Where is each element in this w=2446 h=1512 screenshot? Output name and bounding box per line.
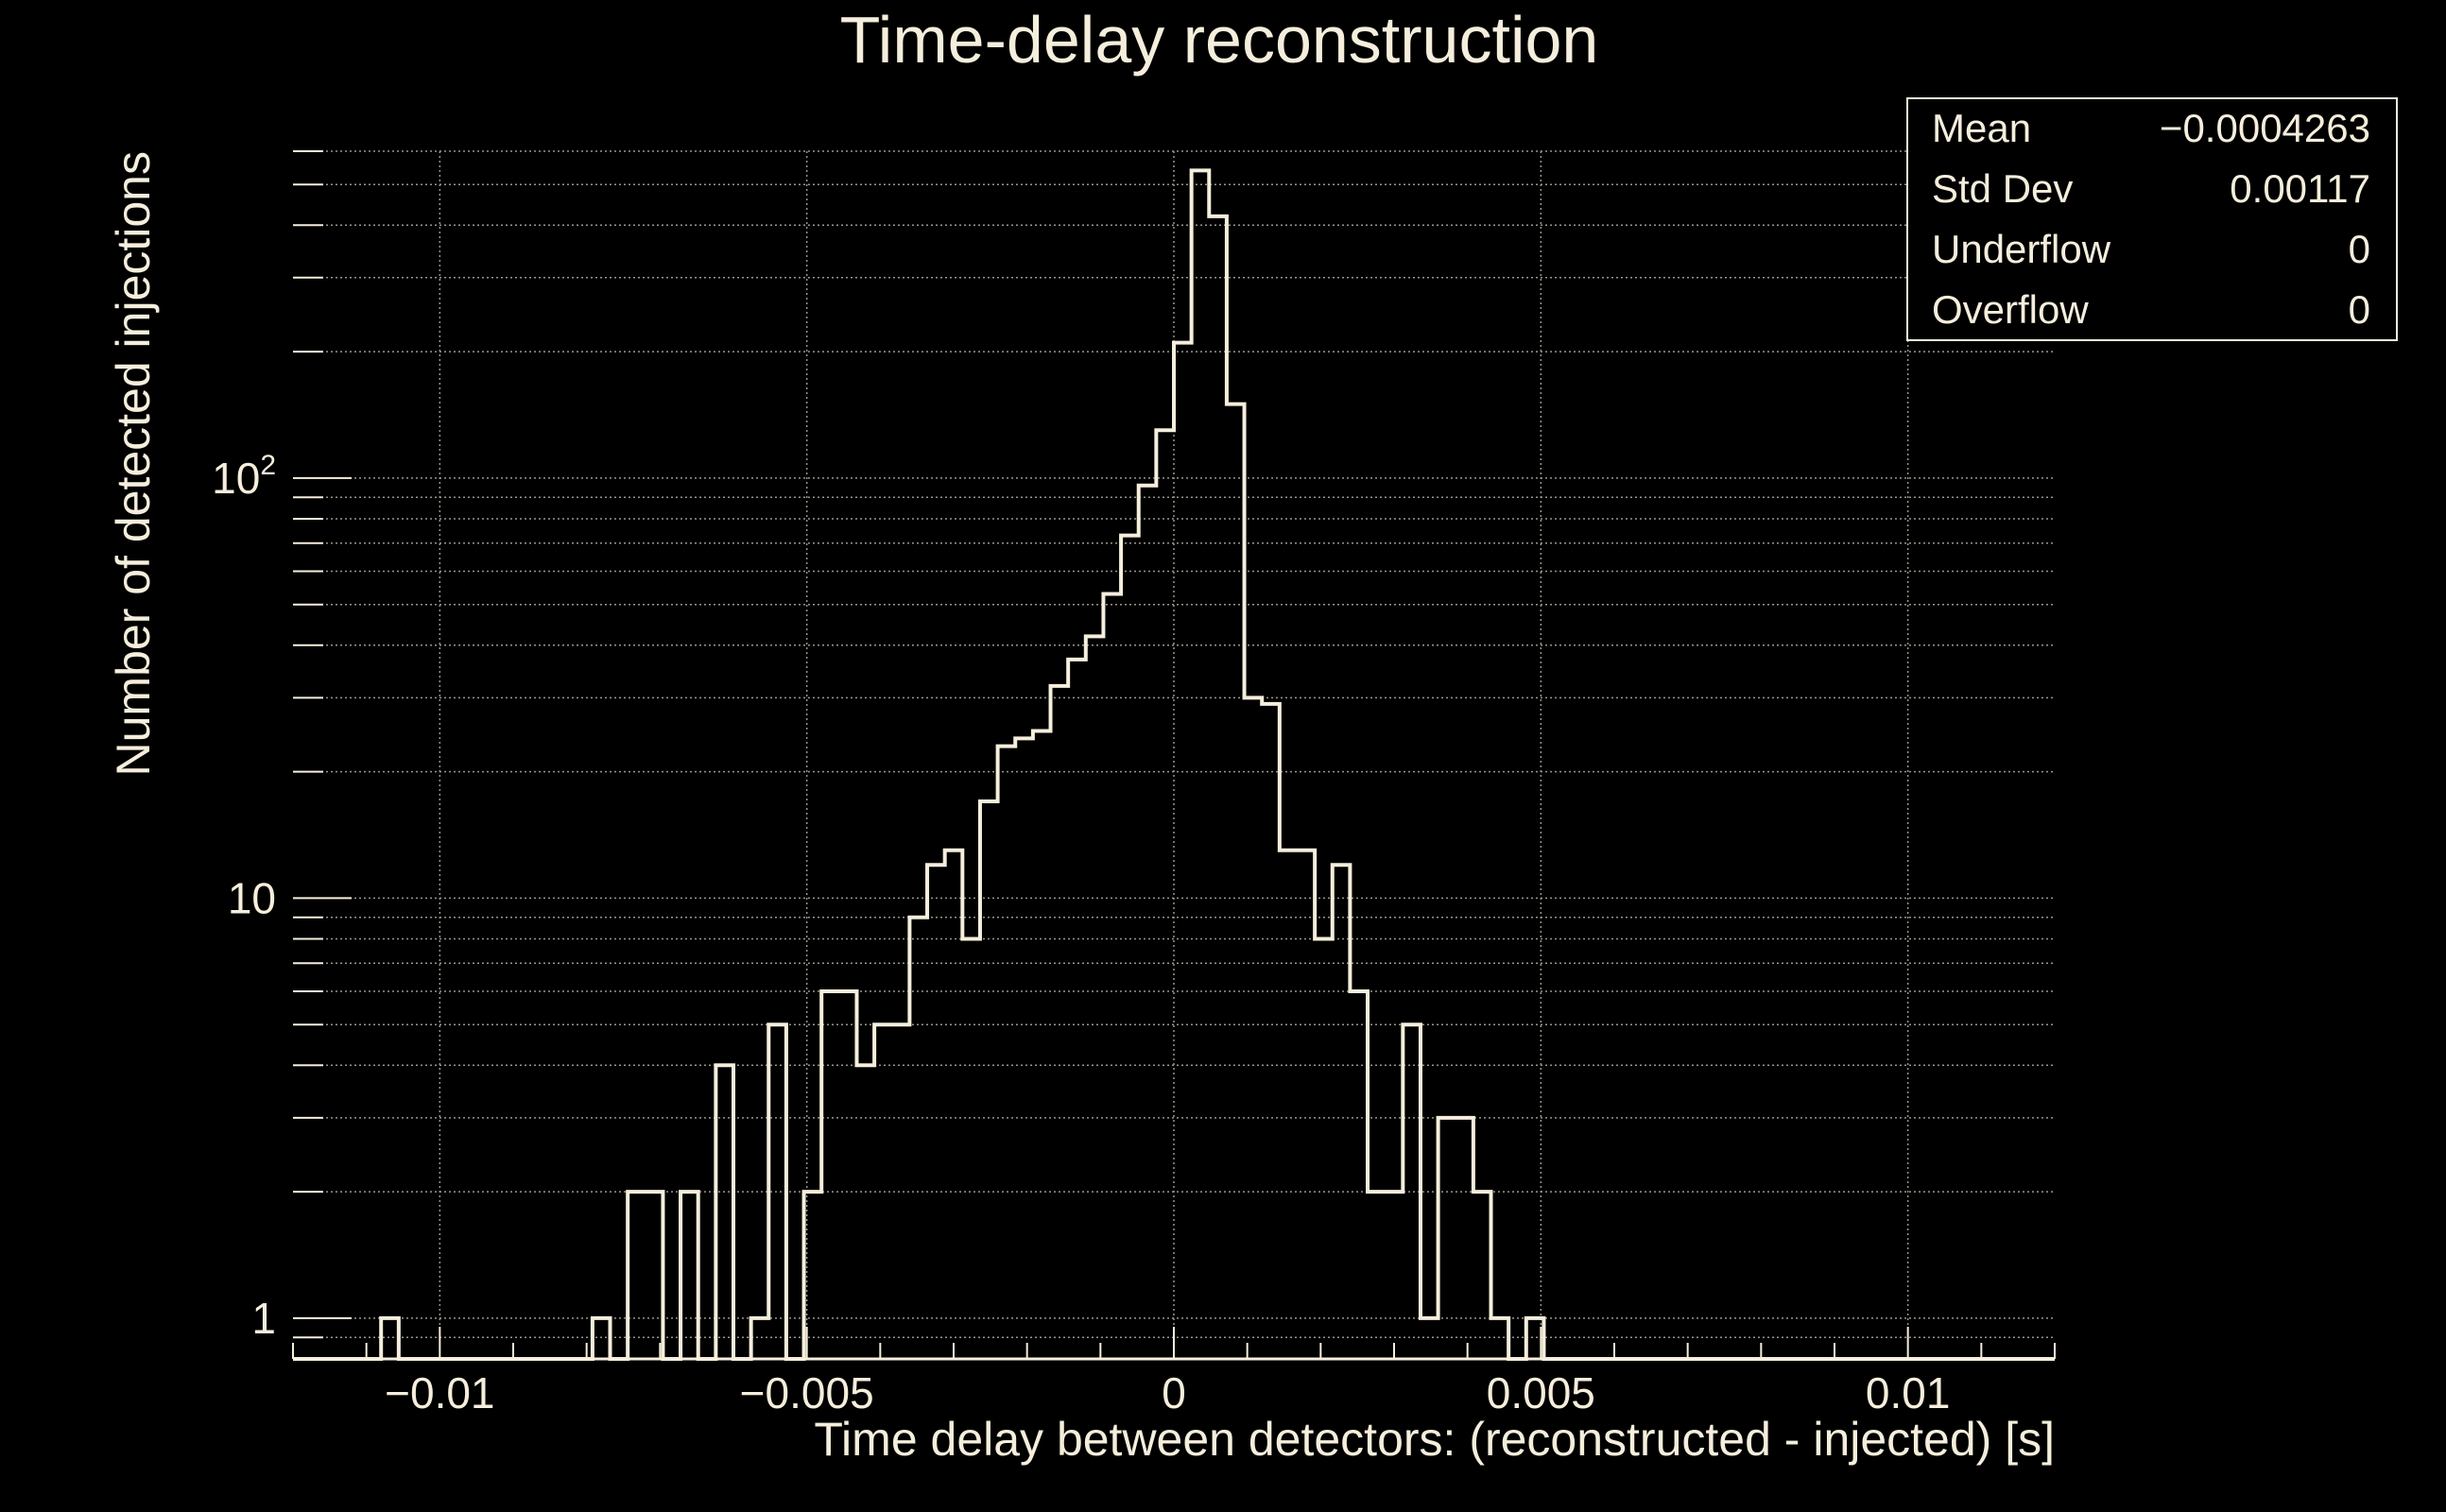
histogram-bin <box>821 991 839 1359</box>
stats-label-overflow: Overflow <box>1932 287 2089 332</box>
y-tick-label: 1 <box>251 1294 276 1343</box>
stats-label-underflow: Underflow <box>1932 227 2111 271</box>
histogram-bin <box>1015 738 1033 1359</box>
histogram-bin <box>1068 660 1086 1359</box>
histogram-bin <box>1491 1318 1509 1359</box>
histogram-bin <box>998 747 1016 1359</box>
histogram-bin <box>768 1024 786 1359</box>
histogram-bin <box>628 1192 646 1359</box>
histogram-bin <box>680 1192 698 1359</box>
stats-value-mean: −0.0004263 <box>2160 106 2370 150</box>
histogram-bin <box>751 1318 769 1359</box>
y-axis-label: Number of detected injections <box>107 151 160 776</box>
histogram-outline <box>293 168 2055 1361</box>
histogram-bin <box>945 850 963 1359</box>
histogram-bin <box>715 1065 733 1359</box>
histogram-bin <box>1526 1318 1544 1359</box>
y-tick-label: 102 <box>212 450 276 503</box>
histogram-bin <box>1333 865 1351 1359</box>
histogram-bin <box>1192 170 1210 1359</box>
y-tick-label-exponent: 2 <box>260 450 276 481</box>
histogram-bin <box>962 938 980 1359</box>
histogram-bin <box>381 1318 399 1359</box>
stats-box-frame <box>1906 97 2398 341</box>
histogram-bin <box>646 1192 663 1359</box>
histogram-bin <box>1473 1192 1491 1359</box>
y-tick-label-base: 10 <box>212 454 260 503</box>
stats-label-mean: Mean <box>1932 106 2031 150</box>
histogram-bin <box>1156 430 1174 1359</box>
chart-title: Time-delay reconstruction <box>840 3 1599 77</box>
stats-value-underflow: 0 <box>2349 227 2370 271</box>
histogram-bin <box>1033 731 1051 1359</box>
x-tick-label: −0.005 <box>740 1368 874 1418</box>
histogram-bin <box>1386 1192 1404 1359</box>
x-axis-label: Time delay between detectors: (reconstru… <box>814 1413 2055 1466</box>
histogram-bin <box>909 918 927 1359</box>
histogram-bin <box>1315 938 1333 1359</box>
histogram-bin <box>874 1024 892 1359</box>
histogram-bin <box>839 991 857 1359</box>
histogram-bin <box>1103 593 1121 1359</box>
histogram-bin <box>927 865 945 1359</box>
y-tick-label: 10 <box>228 873 276 922</box>
x-tick-label: −0.01 <box>385 1368 494 1418</box>
x-tick-label: 0.005 <box>1487 1368 1595 1418</box>
histogram-bin <box>1227 404 1245 1359</box>
histogram-bin <box>980 801 998 1359</box>
histogram-bin <box>1139 486 1157 1359</box>
histogram-bin <box>1086 636 1104 1359</box>
histogram-bin <box>1456 1118 1473 1359</box>
histogram-bin <box>1245 697 1263 1359</box>
histogram-bin <box>1174 343 1192 1359</box>
stats-box: Mean −0.0004263 Std Dev 0.00117 Underflo… <box>1906 97 2398 341</box>
stats-value-std-dev: 0.00117 <box>2230 166 2370 211</box>
histogram-bin <box>892 1024 910 1359</box>
x-tick-label: 0 <box>1162 1368 1186 1418</box>
histogram-bin <box>593 1318 611 1359</box>
histogram-bin <box>1280 850 1298 1359</box>
histogram-bin <box>1121 536 1139 1359</box>
stats-label-std-dev: Std Dev <box>1932 166 2073 211</box>
y-tick-label-base: 10 <box>228 873 276 922</box>
histogram-bin <box>1209 216 1227 1359</box>
histogram-bin <box>1421 1318 1438 1359</box>
y-tick-label-base: 1 <box>251 1294 276 1343</box>
histogram-bin <box>1403 1024 1421 1359</box>
histogram-bin <box>1368 1192 1386 1359</box>
histogram-bin <box>1297 850 1315 1359</box>
histogram-bin <box>856 1065 874 1359</box>
x-tick-label: 0.01 <box>1866 1368 1951 1418</box>
histogram-bin <box>804 1192 822 1359</box>
histogram-bin <box>1262 704 1280 1359</box>
histogram-bin <box>1051 686 1069 1359</box>
histogram-series <box>293 168 2055 1361</box>
stats-value-overflow: 0 <box>2349 287 2370 332</box>
histogram-bin <box>1350 991 1368 1359</box>
histogram-bin <box>1438 1118 1456 1359</box>
